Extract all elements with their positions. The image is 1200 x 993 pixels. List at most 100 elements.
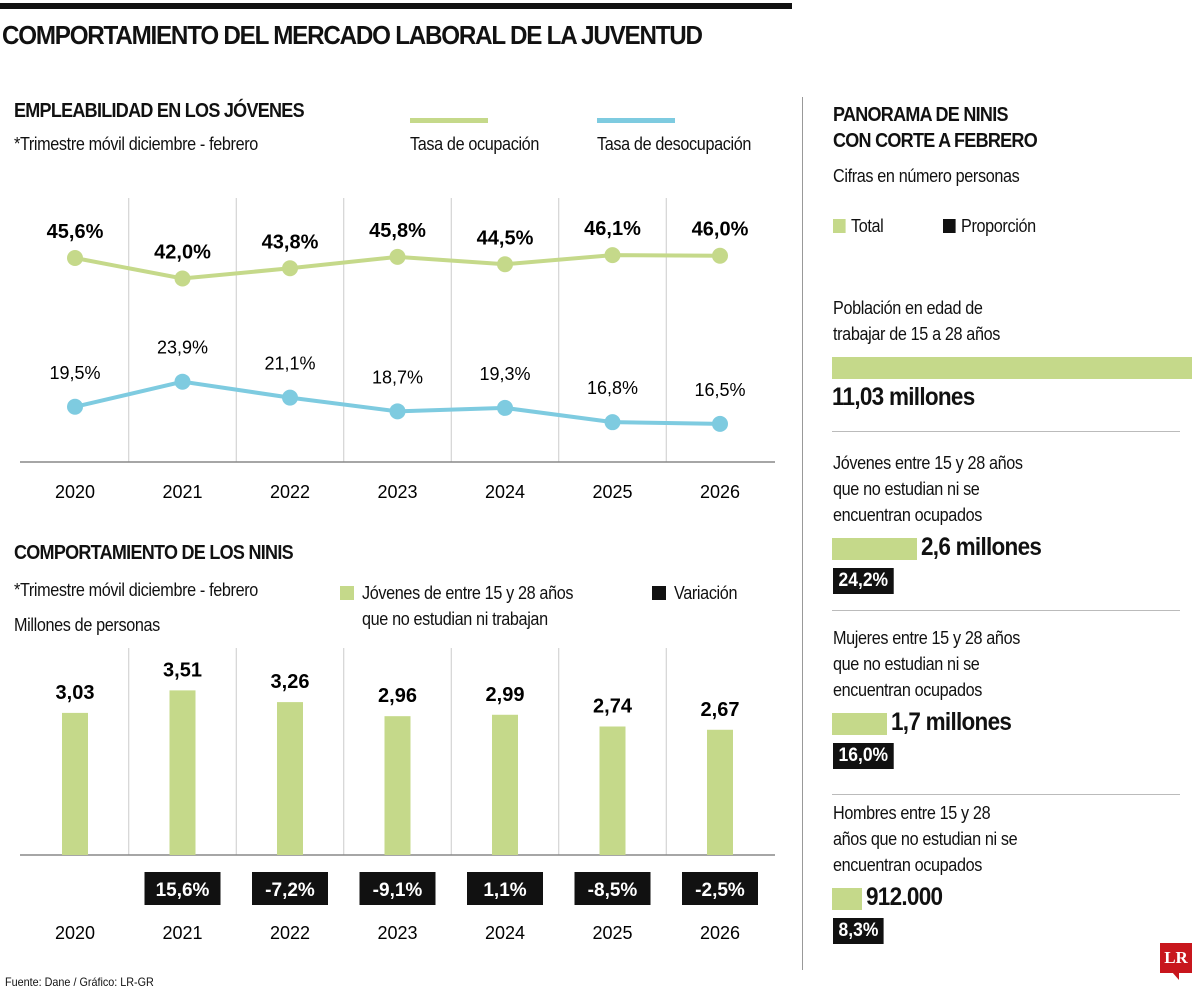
line-chart: 2020 2021 2022 2023 2024 2025 2026 45,6% 42,0% 43… bbox=[20, 198, 775, 502]
x-tick-label: 2026 bbox=[700, 482, 740, 502]
bar-value-label: 2,74 bbox=[593, 695, 633, 717]
legend-swatch-proporcion bbox=[943, 219, 956, 233]
variation-label: -7,2% bbox=[265, 880, 315, 901]
variation-label: 1,1% bbox=[483, 880, 526, 901]
panel-legend-proporcion: Proporción bbox=[943, 213, 1036, 239]
total-value: 11,03 millones bbox=[832, 383, 975, 411]
label-line: Hombres entre 15 y 28 bbox=[833, 803, 991, 823]
label-line: Población en edad de bbox=[833, 298, 983, 318]
data-point bbox=[282, 389, 298, 406]
bar bbox=[384, 716, 411, 855]
legend-label: Total bbox=[851, 216, 884, 236]
legend-swatch-desocupacion bbox=[597, 118, 675, 123]
bar bbox=[707, 729, 733, 855]
x-tick-label: 2024 bbox=[485, 482, 525, 502]
data-label: 45,6% bbox=[47, 221, 104, 243]
panel-legend-total: Total bbox=[833, 213, 884, 239]
legend-label: Proporción bbox=[961, 216, 1036, 236]
panel-item-label: Población en edad de trabajar de 15 a 28 … bbox=[833, 295, 1000, 347]
legend-line: Jóvenes de entre 15 y 28 años bbox=[362, 583, 574, 603]
panel-item-label: Hombres entre 15 y 28 años que no estudia… bbox=[833, 800, 1018, 878]
x-tick-label: 2022 bbox=[270, 482, 310, 502]
panel-subtitle: Cifras en número personas bbox=[833, 166, 1020, 186]
data-label: 42,0% bbox=[154, 242, 211, 264]
bar-value-label: 2,67 bbox=[701, 699, 740, 721]
data-label: 19,3% bbox=[479, 364, 530, 384]
total-bar bbox=[832, 713, 888, 735]
panel-item-label: Mujeres entre 15 y 28 años que no estudia… bbox=[833, 625, 1020, 703]
data-point bbox=[497, 256, 513, 273]
source-note: Fuente: Dane / Gráfico: LR-GR bbox=[5, 975, 154, 989]
lr-logo: LR bbox=[1160, 943, 1192, 980]
x-tick-label: 2026 bbox=[700, 923, 740, 943]
variation-box bbox=[144, 872, 221, 905]
x-tick-label: 2021 bbox=[162, 923, 202, 943]
label-line: encuentran ocupados bbox=[833, 680, 982, 700]
variation-box bbox=[574, 872, 651, 905]
bar-chart-title: COMPORTAMIENTO DE LOS NINIS bbox=[14, 542, 294, 564]
variation-label: 15,6% bbox=[156, 880, 210, 901]
bar bbox=[62, 712, 88, 855]
legend-line: que no estudian ni trabajan bbox=[362, 609, 548, 629]
page-title: COMPORTAMIENTO DEL MERCADO LABORAL DE LA… bbox=[2, 20, 703, 50]
item-divider bbox=[832, 794, 1180, 795]
bar-chart: 3,03 3,51 15,6% 3,26 -7,2% 2,96 -9,1% 2,99 1,1% 2… bbox=[20, 648, 775, 943]
bar bbox=[277, 702, 303, 855]
data-label: 46,0% bbox=[692, 219, 749, 241]
label-line: que no estudian ni se bbox=[833, 479, 980, 499]
top-rule bbox=[0, 3, 792, 9]
data-label: 44,5% bbox=[477, 227, 534, 249]
data-point bbox=[604, 414, 621, 431]
x-tick-label: 2023 bbox=[377, 482, 417, 502]
variation-label: -8,5% bbox=[588, 880, 638, 901]
bar-value-label: 3,03 bbox=[56, 682, 95, 704]
label-line: años que no estudian ni se bbox=[833, 829, 1018, 849]
total-value: 912.000 bbox=[865, 883, 943, 911]
x-tick-label: 2024 bbox=[485, 923, 525, 943]
legend-swatch-ocupacion bbox=[410, 118, 488, 123]
legend-label-ocupacion: Tasa de ocupación bbox=[410, 134, 539, 154]
legend-label-variacion: Variación bbox=[674, 583, 738, 603]
total-bar bbox=[832, 888, 862, 910]
label-line: que no estudian ni se bbox=[833, 654, 980, 674]
x-tick-label: 2025 bbox=[592, 482, 632, 502]
data-point bbox=[712, 415, 728, 432]
total-bar bbox=[832, 538, 917, 560]
x-tick-label: 2022 bbox=[270, 923, 310, 943]
bar bbox=[599, 726, 626, 855]
legend-swatch-variacion bbox=[652, 586, 666, 600]
proportion-badge: 8,3% bbox=[833, 918, 884, 944]
legend-label-desocupacion: Tasa de desocupación bbox=[597, 134, 752, 154]
label-line: Mujeres entre 15 y 28 años bbox=[833, 628, 1020, 648]
data-label: 45,8% bbox=[369, 220, 426, 242]
label-line: trabajar de 15 a 28 años bbox=[833, 324, 1000, 344]
data-label: 16,5% bbox=[694, 380, 745, 400]
legend-swatch-total bbox=[833, 219, 846, 233]
total-bar bbox=[832, 357, 1192, 379]
variation-box bbox=[252, 872, 328, 905]
line-chart-subtitle: *Trimestre móvil diciembre - febrero bbox=[14, 134, 258, 154]
variation-box bbox=[682, 872, 758, 905]
item-divider bbox=[832, 431, 1180, 432]
data-point bbox=[174, 373, 191, 390]
x-tick-label: 2025 bbox=[592, 923, 632, 943]
panel-title-line: PANORAMA DE NINIS bbox=[833, 104, 1008, 126]
data-point bbox=[67, 250, 83, 266]
legend-label-ninis: Jóvenes de entre 15 y 28 años que no est… bbox=[362, 580, 573, 632]
data-point bbox=[389, 403, 406, 420]
line-chart-title: EMPLEABILIDAD EN LOS JÓVENES bbox=[14, 100, 305, 122]
label-line: encuentran ocupados bbox=[833, 855, 982, 875]
bar-value-label: 2,96 bbox=[378, 685, 417, 707]
legend-swatch-ninis bbox=[340, 586, 354, 600]
variation-label: -9,1% bbox=[373, 880, 423, 901]
variation-box bbox=[359, 872, 436, 905]
proportion-badge: 16,0% bbox=[833, 743, 894, 769]
item-divider bbox=[832, 610, 1180, 611]
panel-title: PANORAMA DE NINIS CON CORTE A FEBRERO bbox=[833, 102, 1038, 154]
data-label: 43,8% bbox=[262, 231, 319, 253]
bar-chart-subtitle: *Trimestre móvil diciembre - febrero bbox=[14, 580, 258, 600]
data-point bbox=[67, 398, 83, 415]
data-point bbox=[604, 247, 621, 264]
x-tick-label: 2023 bbox=[377, 923, 417, 943]
label-line: encuentran ocupados bbox=[833, 505, 982, 525]
